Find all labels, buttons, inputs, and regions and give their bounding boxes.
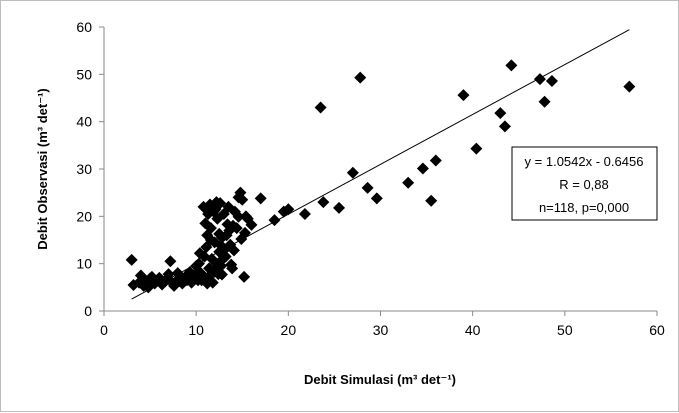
data-point <box>204 234 217 246</box>
y-tick-label: 10 <box>76 256 92 272</box>
data-point <box>187 272 200 285</box>
y-tick-label: 30 <box>76 161 92 177</box>
data-point <box>545 74 558 87</box>
data-point <box>207 205 220 218</box>
x-tick-label: 30 <box>373 322 389 338</box>
data-point <box>346 166 359 179</box>
y-tick-label: 0 <box>84 303 92 319</box>
axes <box>99 26 658 316</box>
data-point <box>498 120 511 133</box>
x-axis-title: Debit Simulasi (m³ det⁻¹) <box>304 372 456 387</box>
data-point <box>164 255 177 268</box>
data-point <box>429 154 442 167</box>
data-point <box>425 194 438 207</box>
data-point <box>254 192 267 205</box>
data-point <box>370 192 383 205</box>
data-point <box>333 201 346 214</box>
data-point <box>361 181 374 194</box>
tick-labels: 0 10 20 30 40 50 60 0 10 20 30 40 50 60 <box>76 19 665 338</box>
data-point <box>494 107 507 120</box>
trendline <box>131 29 630 300</box>
data-point <box>144 272 157 285</box>
data-point <box>170 274 183 287</box>
data-point <box>226 262 239 275</box>
y-axis-title: Debit Observasi (m³ det⁻¹) <box>35 88 50 249</box>
data-point <box>623 80 636 93</box>
data-point <box>402 176 415 189</box>
data-point <box>125 253 138 266</box>
data-point <box>238 270 251 283</box>
data-point <box>230 222 243 235</box>
data-point <box>505 59 518 72</box>
data-points <box>125 59 636 294</box>
data-point <box>236 193 249 206</box>
data-point <box>317 196 330 209</box>
x-tick-label: 50 <box>557 322 573 338</box>
data-point <box>416 162 429 175</box>
y-tick-label: 20 <box>76 208 92 224</box>
y-tick-label: 40 <box>76 114 92 130</box>
data-point <box>538 95 551 108</box>
y-tick-label: 50 <box>76 66 92 82</box>
annotation-equation: y = 1.0542x - 0.6456 <box>525 154 644 169</box>
y-tick-label: 60 <box>76 19 92 35</box>
x-tick-label: 20 <box>281 322 297 338</box>
x-tick-label: 10 <box>188 322 204 338</box>
data-point <box>232 210 245 223</box>
annotation-box: y = 1.0542x - 0.6456 R = 0,88 n=118, p=0… <box>511 146 658 221</box>
annotation-r-value: R = 0,88 <box>559 177 609 192</box>
data-point <box>201 277 214 290</box>
data-point <box>245 218 258 231</box>
data-point <box>210 196 223 209</box>
annotation-n-p: n=118, p=0,000 <box>539 200 629 215</box>
data-point <box>193 247 206 260</box>
data-point <box>533 73 546 86</box>
data-point <box>457 89 470 102</box>
data-point <box>470 142 483 155</box>
x-tick-label: 60 <box>649 322 665 338</box>
data-point <box>215 268 228 281</box>
x-tick-label: 40 <box>465 322 481 338</box>
data-point <box>216 252 229 265</box>
data-point <box>221 218 234 231</box>
data-point <box>213 227 226 240</box>
data-point <box>204 222 217 235</box>
data-point <box>354 71 367 84</box>
data-point <box>314 101 327 114</box>
data-point <box>298 207 311 220</box>
annotation-border <box>511 146 658 221</box>
x-tick-label: 0 <box>100 322 108 338</box>
trendline-group <box>131 29 630 300</box>
